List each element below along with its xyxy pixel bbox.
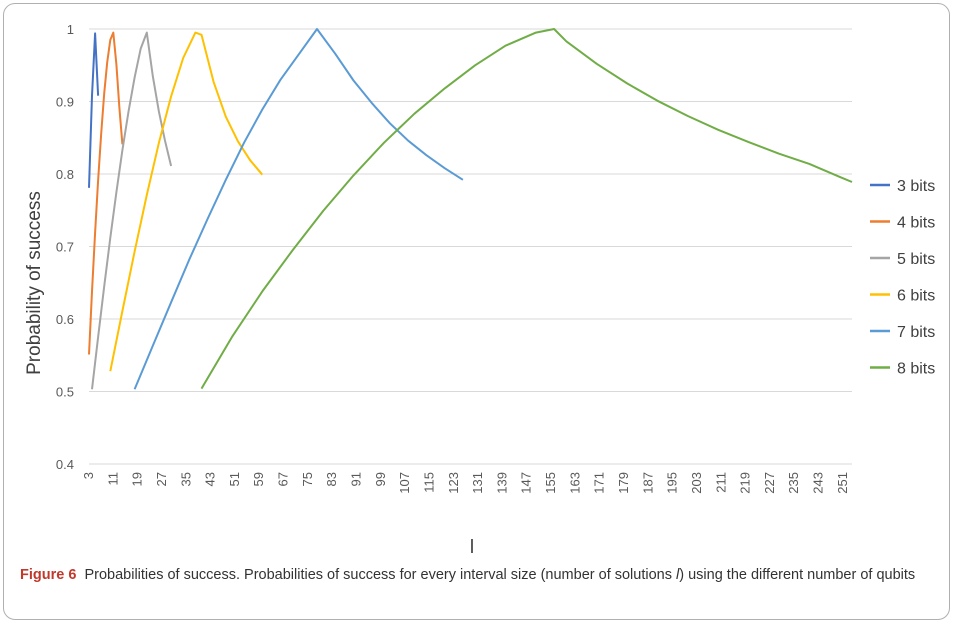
x-tick-label: 11	[105, 472, 120, 486]
figure-frame	[3, 3, 950, 620]
x-axis-title: l	[470, 537, 474, 558]
series-lines	[88, 28, 853, 390]
y-tick-label: 0.4	[56, 457, 74, 472]
caption-text: Probabilities of success. Probabilities …	[84, 567, 677, 583]
legend-label: 7 bits	[897, 324, 935, 341]
x-tick-label: 115	[421, 472, 436, 493]
x-tick-label: 123	[446, 472, 461, 494]
x-tick-label: 251	[835, 472, 850, 494]
x-tick-label: 27	[154, 472, 169, 486]
x-tick-label: 139	[494, 472, 509, 494]
x-tick-label: 195	[665, 472, 680, 494]
figure-caption: Figure 6 Probabilities of success. Proba…	[20, 565, 940, 585]
x-tick-label: 67	[276, 472, 291, 486]
x-tick-label: 99	[373, 472, 388, 486]
legend: 3 bits 4 bits 5 bits 6 bits 7 bits 8 bits	[870, 178, 935, 378]
series-line-4-bits	[88, 31, 124, 355]
x-tick-label: 91	[349, 472, 364, 486]
y-tick-label: 0.8	[56, 167, 74, 182]
x-tick-label: 107	[397, 472, 412, 494]
legend-label: 3 bits	[897, 178, 935, 195]
x-tick-label: 163	[567, 472, 582, 494]
x-tick-label: 131	[470, 472, 485, 494]
x-tick-label: 211	[713, 472, 728, 493]
series-line-3-bits	[88, 32, 100, 188]
legend-label: 4 bits	[897, 215, 935, 232]
x-tick-label: 179	[616, 472, 631, 494]
legend-label: 5 bits	[897, 251, 935, 268]
x-tick-label: 187	[640, 472, 655, 494]
x-tick-label: 147	[519, 472, 534, 494]
y-tick-labels: 0.4 0.5 0.6 0.7 0.8 0.9 1	[56, 22, 74, 472]
caption-italic: l	[676, 567, 680, 583]
y-tick-label: 1	[67, 22, 74, 37]
y-tick-label: 0.6	[56, 312, 74, 327]
x-tick-label: 235	[786, 472, 801, 494]
x-tick-labels: 3 11 19 27 35 43 51 59 67 75 83 91 99 107 115 123 131 139…	[81, 472, 850, 494]
x-tick-label: 155	[543, 472, 558, 494]
series-line-7-bits	[133, 28, 464, 390]
x-tick-label: 219	[738, 472, 753, 494]
legend-label: 6 bits	[897, 288, 935, 305]
series-line-8-bits	[200, 28, 853, 390]
x-tick-label: 75	[300, 472, 315, 486]
x-tick-label: 51	[227, 472, 242, 486]
legend-label: 8 bits	[897, 361, 935, 378]
x-tick-label: 243	[811, 472, 826, 494]
figure-label: Figure 6	[20, 567, 77, 583]
x-tick-label: 227	[762, 472, 777, 494]
x-tick-label: 43	[203, 472, 218, 486]
series-line-5-bits	[91, 31, 173, 390]
x-tick-label: 83	[324, 472, 339, 486]
x-tick-label: 59	[251, 472, 266, 486]
x-tick-label: 35	[178, 472, 193, 486]
caption-tail: ) using the different number of qubits	[679, 567, 916, 583]
series-line-6-bits	[109, 31, 264, 372]
y-axis-title: Probability of success	[24, 191, 45, 375]
x-tick-label: 19	[130, 472, 145, 486]
y-tick-label: 0.7	[56, 240, 74, 255]
x-tick-label: 3	[81, 472, 96, 479]
y-tick-label: 0.9	[56, 95, 74, 110]
gridlines	[89, 28, 852, 465]
line-chart: 0.4 0.5 0.6 0.7 0.8 0.9 1 3 11 19 27 35 43 51 59 67 75 8…	[24, 22, 935, 558]
x-tick-label: 203	[689, 472, 704, 494]
x-tick-label: 171	[592, 472, 607, 494]
y-tick-label: 0.5	[56, 385, 74, 400]
